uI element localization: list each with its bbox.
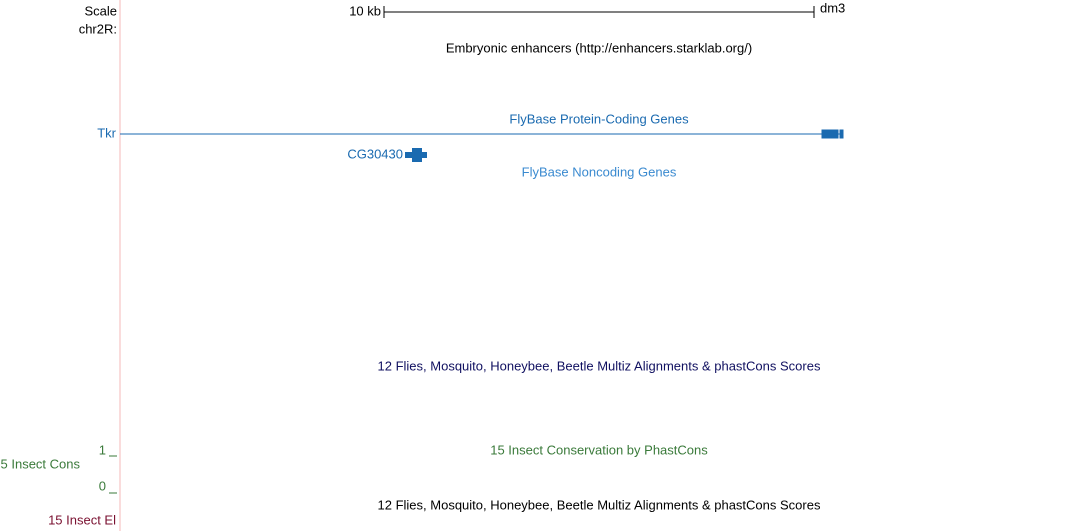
gene-label: CG30430 bbox=[347, 146, 403, 161]
axis-min: 0 bbox=[99, 478, 106, 493]
track-title: FlyBase Noncoding Genes bbox=[522, 164, 677, 179]
track-title: Embryonic enhancers (http://enhancers.st… bbox=[446, 40, 752, 55]
track-title: FlyBase Protein-Coding Genes bbox=[509, 111, 689, 126]
axis-max: 1 bbox=[99, 442, 106, 457]
track-label: 15 Insect El bbox=[48, 512, 116, 527]
gene-label: Tkr bbox=[97, 125, 116, 140]
assembly-label: dm3 bbox=[820, 0, 845, 15]
chrom-label: chr2R: bbox=[79, 21, 117, 36]
axis-ticks bbox=[109, 455, 117, 494]
track-title: 12 Flies, Mosquito, Honeybee, Beetle Mul… bbox=[378, 497, 821, 512]
scale-bar-label: 10 kb bbox=[349, 3, 381, 18]
scale-label: Scale bbox=[84, 3, 117, 18]
gene-cg30430 bbox=[405, 148, 427, 162]
track-title: 15 Insect Conservation by PhastCons bbox=[490, 442, 708, 457]
track-label: 15 Insect Cons bbox=[0, 456, 80, 471]
gene-tkr bbox=[120, 129, 844, 139]
track-title: 12 Flies, Mosquito, Honeybee, Beetle Mul… bbox=[378, 358, 821, 373]
scale-bar bbox=[383, 6, 815, 18]
